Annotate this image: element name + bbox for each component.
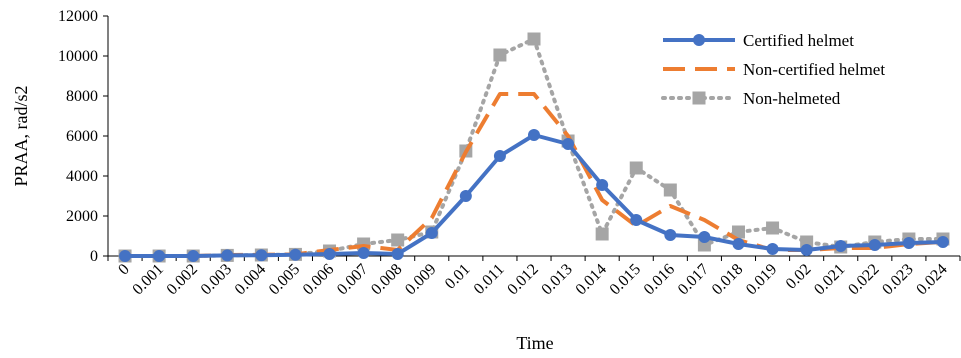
- series-layer: [118, 32, 950, 263]
- x-tick-label: 0.002: [164, 261, 201, 298]
- data-point: [289, 248, 302, 261]
- x-tick-label: 0.01: [442, 261, 474, 293]
- data-point: [221, 249, 234, 262]
- data-point: [629, 161, 643, 175]
- data-point: [425, 227, 438, 239]
- x-tick-label: 0.011: [471, 261, 508, 298]
- y-tick-label: 8000: [66, 88, 98, 105]
- data-point: [493, 48, 507, 62]
- x-tick-label: 0.023: [879, 261, 916, 298]
- data-point: [528, 129, 540, 141]
- data-point: [630, 214, 643, 226]
- y-tick-label: 2000: [66, 208, 98, 225]
- y-tick-label: 10000: [58, 48, 98, 65]
- x-tick-label: 0.008: [368, 261, 405, 298]
- data-point: [800, 244, 813, 256]
- legend-marker: [693, 34, 705, 46]
- legend-label: Certified helmet: [743, 31, 854, 50]
- data-point: [391, 233, 405, 247]
- x-tick-label: 0.021: [811, 261, 848, 298]
- y-tick-label: 6000: [66, 128, 98, 145]
- data-point: [119, 250, 132, 262]
- data-point: [595, 227, 609, 241]
- data-point: [664, 229, 677, 241]
- x-tick-label: 0.004: [232, 261, 269, 298]
- y-tick-label: 4000: [66, 168, 98, 185]
- x-tick-label: 0.02: [783, 261, 815, 293]
- data-point: [323, 248, 336, 260]
- x-tick-label: 0.024: [913, 261, 950, 298]
- x-tick-label: 0.019: [743, 261, 780, 298]
- x-tick-label: 0.017: [675, 261, 712, 298]
- x-tick-label: 0.015: [607, 261, 644, 298]
- x-tick-label: 0.022: [845, 261, 882, 298]
- data-point: [187, 250, 200, 262]
- data-point: [391, 248, 404, 260]
- x-tick-label: 0: [115, 261, 133, 279]
- legend-label: Non-certified helmet: [743, 60, 885, 79]
- legend-item: Certified helmet: [663, 31, 854, 50]
- data-point: [698, 231, 711, 243]
- data-point: [732, 238, 745, 250]
- legend-item: Non-helmeted: [661, 89, 841, 108]
- data-point: [255, 249, 268, 262]
- legend: Certified helmet Non-certified helmet Non-…: [661, 31, 885, 108]
- y-axis: 0 2000 4000 6000 8000 10000 12000: [58, 8, 109, 265]
- data-point: [459, 190, 472, 202]
- x-tick-label: 0.014: [573, 261, 610, 298]
- x-tick-label: 0.007: [334, 261, 371, 298]
- x-axis-title: Time: [516, 333, 553, 353]
- series-line: [125, 92, 944, 258]
- x-tick-label: 0.016: [641, 261, 678, 298]
- legend-label: Non-helmeted: [743, 89, 841, 108]
- data-point: [596, 179, 609, 191]
- x-tick-label: 0.001: [129, 261, 166, 298]
- x-tick-label: 0.012: [504, 261, 541, 298]
- data-point: [868, 239, 881, 251]
- x-tick-label: 0.003: [198, 261, 235, 298]
- y-tick-label: 12000: [58, 8, 98, 25]
- data-point: [663, 183, 677, 197]
- data-point: [562, 138, 575, 150]
- x-tick-label: 0.006: [300, 261, 337, 298]
- data-point: [766, 221, 780, 235]
- x-tick-label: 0.009: [402, 261, 439, 298]
- data-point: [834, 240, 847, 252]
- data-point: [731, 225, 745, 239]
- x-tick-label: 0.005: [266, 261, 303, 298]
- data-point: [766, 243, 779, 255]
- series-line: [125, 133, 944, 258]
- data-point: [936, 236, 949, 248]
- data-point: [527, 32, 541, 46]
- legend-marker: [692, 91, 706, 105]
- legend-item: Non-certified helmet: [663, 60, 885, 79]
- data-point: [357, 247, 370, 259]
- x-tick-label: 0.013: [538, 261, 575, 298]
- x-axis: 00.0010.0020.0030.0040.0050.0060.0070.00…: [107, 255, 961, 298]
- data-point: [153, 250, 166, 262]
- x-tick-label: 0.018: [709, 261, 746, 298]
- y-tick-label: 0: [90, 248, 98, 265]
- y-axis-title: PRAA, rad/s2: [11, 85, 31, 186]
- data-point: [902, 237, 915, 249]
- data-point: [493, 150, 506, 162]
- series-non-certified-helmet: [125, 92, 944, 258]
- series-certified-helmet: [119, 129, 949, 262]
